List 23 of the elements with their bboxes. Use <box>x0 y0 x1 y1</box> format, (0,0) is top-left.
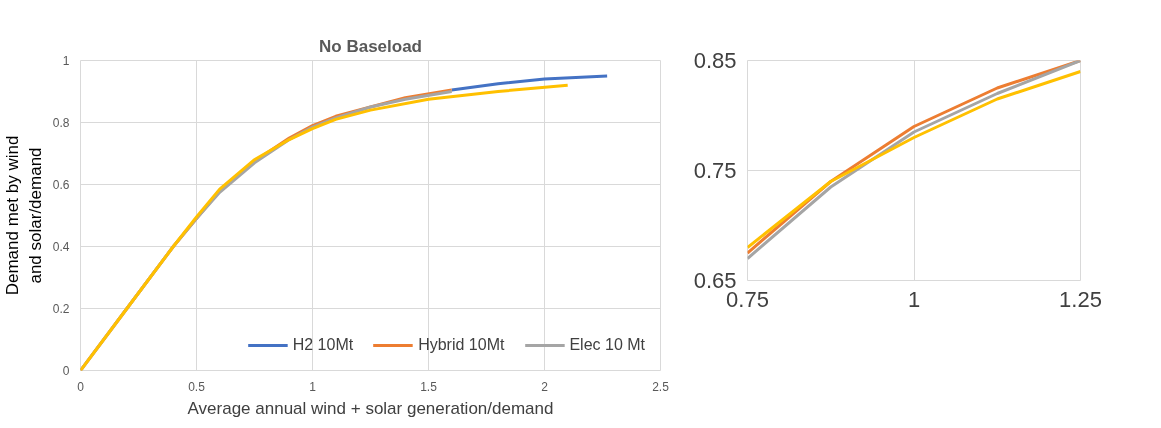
x-axis-title: Average annual wind + solar generation/demand <box>187 398 554 418</box>
legend-label: Elec 10 Mt <box>569 336 645 354</box>
y-tick-label: 0.85 <box>693 48 737 73</box>
y-tick-label: 0.8 <box>52 116 70 130</box>
x-tick-label: 1 <box>309 379 317 394</box>
y-tick-label: 1 <box>62 54 70 68</box>
y-axis-title: Demand met by wind and solar/demand <box>3 135 45 296</box>
x-tick-label: 1.25 <box>1059 286 1102 312</box>
x-tick-label: 2 <box>541 379 549 394</box>
y-tick-label: 0.2 <box>52 302 70 316</box>
x-tick-label: 1.5 <box>420 379 438 394</box>
x-tick-label: 0 <box>77 379 85 394</box>
y-tick-label: 0 <box>62 364 70 378</box>
y-tick-label: 0.6 <box>52 178 70 192</box>
x-tick-label: 1 <box>907 286 921 312</box>
y-tick-label: 0.75 <box>693 158 737 183</box>
legend-label: Hybrid 10Mt <box>418 336 505 354</box>
y-tick-label: 0.4 <box>52 240 70 254</box>
y-tick-label: 0.65 <box>693 268 737 293</box>
x-tick-label: 0.5 <box>188 379 206 394</box>
x-tick-label: 2.5 <box>652 379 670 394</box>
legend-label: H2 10Mt <box>292 336 354 354</box>
chart-title: No Baseload <box>319 36 422 56</box>
